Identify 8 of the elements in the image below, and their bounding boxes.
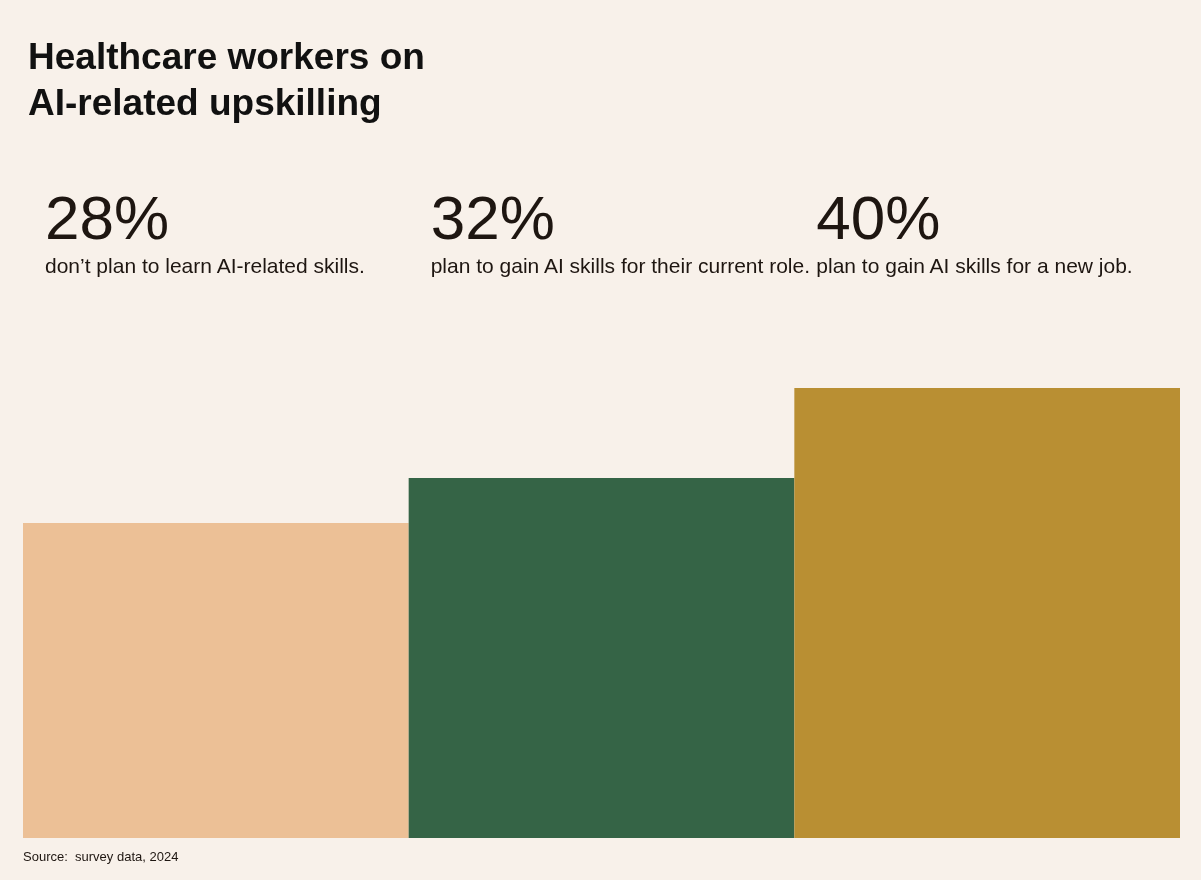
chart-title: Healthcare workers on AI-related upskilling: [28, 35, 436, 123]
source-note: Source: survey data, 2024: [23, 849, 179, 864]
data-label: 32%: [430, 182, 555, 252]
data-label: 40%: [816, 182, 941, 252]
data-label: 28%: [45, 182, 170, 252]
x-tick-label: plan to gain AI skills for their current role.: [430, 253, 811, 277]
x-tick-label: don’t plan to learn AI-related skills.: [45, 253, 365, 277]
x-tick-label: plan to gain AI skills for a new job.: [816, 253, 1133, 277]
